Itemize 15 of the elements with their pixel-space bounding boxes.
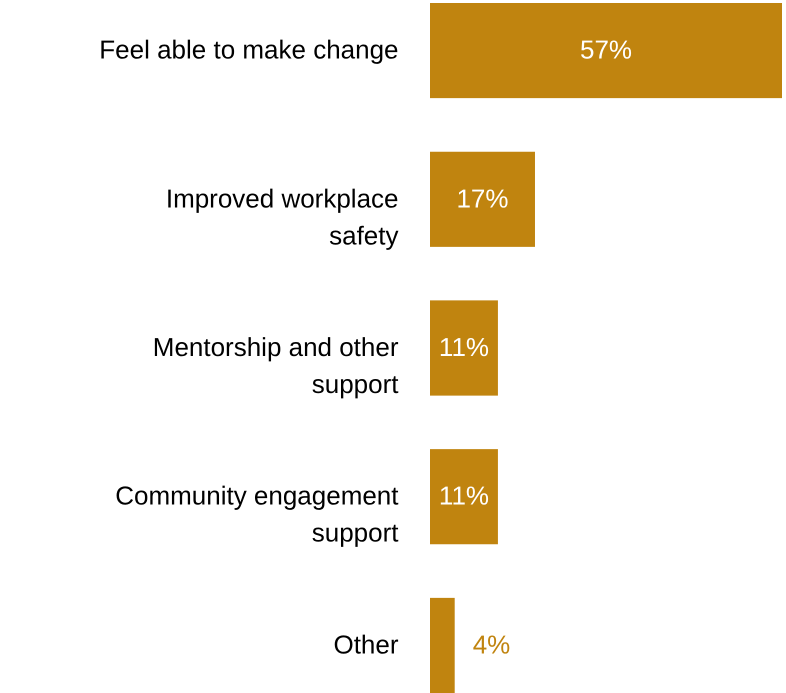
data-label: 57% <box>580 34 632 65</box>
y-tick-label: Improved workplace safety <box>166 183 398 250</box>
y-tick-label: Other <box>333 629 399 660</box>
bar <box>430 3 782 98</box>
bar <box>430 300 498 396</box>
data-label: 11% <box>438 332 490 362</box>
data-label: 11% <box>438 480 490 511</box>
bar <box>430 152 535 247</box>
y-tick-label: Community engagement support <box>115 480 400 548</box>
y-tick-label: Mentorship and other support <box>152 332 400 399</box>
bar <box>430 449 498 544</box>
bar <box>430 598 455 693</box>
data-label: 4% <box>472 629 510 660</box>
data-label: 17% <box>456 183 509 214</box>
y-tick-label: Feel able to make change <box>99 34 398 65</box>
